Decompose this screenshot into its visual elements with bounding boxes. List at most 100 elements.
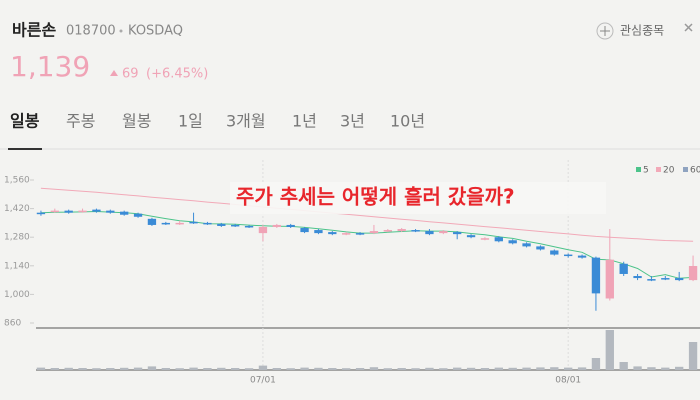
volume-bar [508, 367, 517, 370]
plus [600, 26, 610, 36]
candle-body [522, 243, 531, 247]
volume-bar [675, 366, 684, 370]
annotation: 주가 추세는 어떻게 흘러 갔을까? [236, 185, 515, 209]
candle-body [50, 210, 59, 213]
volume-bar [411, 368, 420, 370]
watch-label[interactable]: 관심종목 [620, 24, 664, 38]
volume-bar [64, 367, 73, 370]
volume-bar [36, 367, 46, 370]
candle-body [106, 210, 115, 213]
volume-bar [466, 367, 476, 370]
candle-body [605, 259, 614, 299]
legend-label: 20 [663, 166, 675, 176]
stock-name: 바른손 [12, 21, 56, 40]
up-arrow [110, 70, 118, 76]
volume-bar [231, 368, 240, 370]
candle-body [647, 279, 656, 281]
market: KOSDAQ [128, 24, 183, 39]
volume-bar [439, 368, 448, 370]
volume-bar [106, 368, 115, 370]
tab[interactable]: 3개월 [226, 112, 266, 131]
candle-body [258, 226, 268, 234]
y-tick-label: 860 [4, 319, 21, 329]
volume-bar [661, 367, 670, 370]
candle-body [36, 212, 46, 215]
candle-body [688, 266, 698, 281]
tab[interactable]: 3년 [340, 112, 365, 131]
volume-bar [355, 368, 365, 370]
candle-body [480, 238, 490, 240]
candle-body [272, 224, 281, 227]
volume-bar [397, 368, 406, 370]
price: 1,139 [10, 50, 90, 83]
y-tick-label: 1,280 [4, 233, 30, 243]
volume-bar [175, 368, 184, 370]
candle-body [64, 210, 73, 213]
candle-body [439, 231, 448, 234]
candle-body [508, 240, 517, 244]
candle-body [92, 209, 101, 212]
candle-body [536, 246, 545, 250]
volume-bar [342, 368, 351, 370]
candle-body [133, 213, 143, 217]
candle-body [231, 224, 240, 227]
plot: 1,560 1,420 1,280 1,140 1,000 860 07/01 08/01 5 2… [4, 160, 700, 386]
candle-body [120, 211, 129, 215]
volume-bar [217, 367, 226, 370]
candle-body [577, 255, 587, 258]
candle-body [314, 230, 323, 234]
volume-bar [591, 358, 601, 370]
candle-body [494, 237, 503, 242]
candle-body [300, 228, 309, 233]
change-pct: (+6.45%) [146, 67, 208, 82]
candle-body [328, 232, 337, 235]
legend-swatch [683, 167, 688, 172]
close-icon[interactable] [684, 23, 693, 32]
candle-body [411, 230, 420, 232]
volume-bar [258, 365, 268, 370]
y-tick-label: 1,000 [4, 290, 30, 300]
volume-bar [633, 366, 642, 370]
watch-button[interactable]: 관심종목 [596, 22, 664, 40]
candle-body [369, 231, 379, 234]
legend-swatch [656, 167, 661, 172]
tabs: 일봉 주봉 월봉 1일 3개월 1년 3년 10년 [10, 112, 425, 131]
volume-bar [688, 342, 698, 370]
volume-bar [272, 368, 281, 370]
change: 69 [122, 67, 139, 82]
volume-bar [425, 367, 434, 370]
ma-line [40, 187, 694, 242]
volume-bar [189, 367, 198, 370]
volume-bar [161, 368, 170, 370]
tab[interactable]: 주봉 [66, 112, 95, 131]
candle-body [78, 210, 87, 213]
candle-body [564, 254, 573, 257]
tab[interactable]: 월봉 [122, 112, 151, 131]
x-tick-label: 07/01 [250, 376, 276, 386]
volume-bar [480, 368, 490, 370]
candle-body [591, 257, 601, 294]
volume-bar [383, 368, 392, 370]
volume-bar [619, 362, 628, 370]
candle-body [244, 225, 254, 228]
volume-bar [300, 367, 309, 370]
tab[interactable]: 1년 [292, 112, 317, 131]
volume-bar [494, 367, 503, 370]
volume-bar [244, 368, 254, 370]
y-tick-label: 1,140 [4, 261, 30, 271]
candle-body [397, 229, 406, 232]
volume-bar [536, 367, 545, 370]
candle-body [425, 231, 434, 235]
volume-bar [133, 367, 143, 370]
tab[interactable]: 일봉 [10, 112, 40, 131]
volume-bar [328, 368, 337, 370]
x-tick-label: 08/01 [555, 376, 581, 386]
tab[interactable]: 10년 [390, 112, 425, 131]
volume-bar [286, 368, 295, 370]
candle-body [466, 235, 476, 238]
dot [119, 29, 123, 33]
candle-body [189, 221, 198, 224]
volume-bar [120, 367, 129, 370]
tab[interactable]: 1일 [178, 112, 203, 131]
